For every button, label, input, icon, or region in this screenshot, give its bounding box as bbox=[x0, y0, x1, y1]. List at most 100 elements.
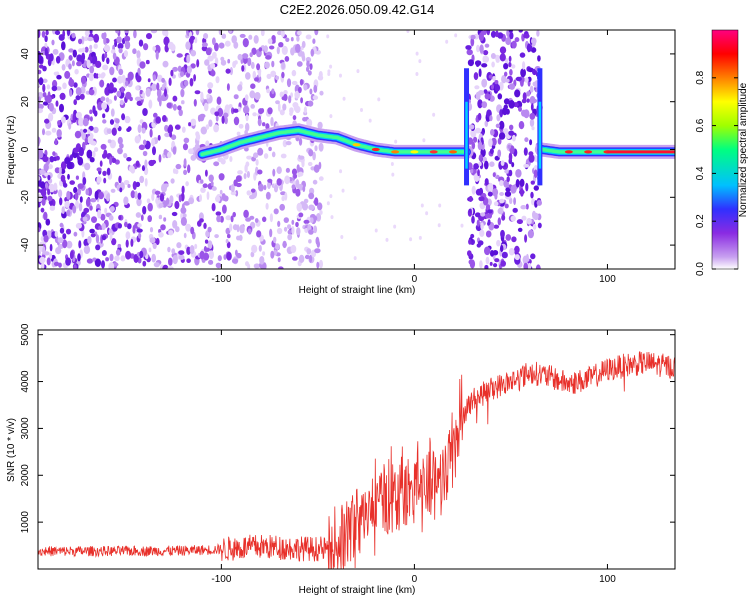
noise-blob bbox=[504, 191, 512, 197]
noise-blob bbox=[471, 215, 475, 224]
noise-blob bbox=[298, 86, 302, 94]
noise-blob bbox=[208, 259, 214, 265]
noise-blob bbox=[528, 154, 535, 163]
noise-blob bbox=[288, 95, 292, 104]
noise-blob bbox=[125, 231, 131, 240]
noise-blob bbox=[256, 230, 262, 238]
noise-blob bbox=[152, 146, 156, 156]
noise-blob bbox=[45, 30, 49, 36]
noise-blob bbox=[183, 201, 190, 206]
noise-blob bbox=[225, 227, 231, 235]
noise-blob bbox=[215, 262, 222, 269]
noise-blob bbox=[488, 211, 493, 219]
noise-blob bbox=[267, 38, 273, 45]
noise-blob bbox=[319, 90, 324, 96]
noise-blob bbox=[276, 178, 282, 186]
spectrogram-ylabel: Frequency (Hz) bbox=[6, 116, 17, 185]
noise-blob bbox=[296, 61, 303, 67]
noise-blob bbox=[150, 30, 158, 34]
noise-blob bbox=[526, 91, 531, 97]
noise-blob bbox=[252, 112, 257, 117]
noise-blob bbox=[69, 180, 75, 185]
noise-blob bbox=[468, 208, 472, 213]
noise-blob bbox=[127, 223, 132, 230]
noise-blob bbox=[485, 204, 491, 211]
noise-blob bbox=[177, 105, 182, 111]
noise-blob bbox=[208, 174, 214, 182]
noise-blob bbox=[314, 248, 321, 254]
noise-blob bbox=[298, 155, 305, 160]
noise-blob bbox=[75, 222, 82, 229]
noise-blob bbox=[271, 151, 276, 158]
noise-blob bbox=[229, 223, 233, 232]
noise-blob bbox=[494, 84, 501, 92]
noise-blob bbox=[101, 102, 107, 110]
noise-blob bbox=[200, 91, 204, 101]
noise-blob bbox=[530, 191, 534, 199]
noise-blob bbox=[180, 216, 187, 226]
noise-blob bbox=[245, 161, 250, 167]
noise-blob bbox=[139, 89, 143, 95]
noise-blob bbox=[174, 200, 180, 210]
noise-blob bbox=[273, 208, 279, 215]
noise-blob bbox=[40, 207, 45, 213]
noise-blob bbox=[89, 30, 93, 34]
noise-blob bbox=[60, 116, 66, 124]
noise-blob bbox=[95, 234, 100, 244]
noise-blob bbox=[118, 175, 122, 184]
noise-blob bbox=[71, 32, 76, 39]
noise-blob bbox=[41, 30, 46, 38]
noise-blob bbox=[158, 232, 164, 238]
noise-blob bbox=[109, 232, 113, 242]
noise-blob bbox=[194, 243, 198, 250]
noise-blob bbox=[41, 262, 45, 269]
noise-blob bbox=[106, 57, 110, 65]
noise-blob bbox=[495, 30, 499, 38]
snr-xtick-label: 100 bbox=[599, 574, 616, 585]
noise-blob bbox=[223, 254, 227, 260]
noise-blob bbox=[151, 83, 157, 91]
noise-blob bbox=[38, 176, 41, 181]
noise-blob bbox=[203, 33, 209, 40]
noise-blob bbox=[285, 37, 290, 42]
noise-blob bbox=[87, 135, 94, 144]
noise-blob bbox=[49, 205, 56, 211]
noise-blob bbox=[493, 224, 500, 229]
noise-blob bbox=[258, 69, 262, 78]
noise-blob bbox=[200, 179, 204, 184]
noise-blob bbox=[42, 83, 46, 93]
noise-blob bbox=[207, 226, 212, 233]
noise-blob bbox=[68, 63, 72, 70]
noise-blob bbox=[83, 207, 90, 213]
noise-blob bbox=[64, 200, 70, 208]
noise-blob bbox=[497, 207, 504, 215]
noise-blob bbox=[283, 217, 289, 224]
noise-blob bbox=[185, 223, 192, 232]
noise-blob bbox=[187, 164, 191, 174]
noise-blob bbox=[390, 161, 394, 166]
noise-blob bbox=[109, 82, 114, 91]
noise-blob bbox=[237, 53, 243, 61]
noise-blob bbox=[108, 228, 113, 235]
noise-blob bbox=[314, 145, 318, 152]
noise-blob bbox=[287, 229, 292, 235]
noise-blob bbox=[103, 177, 107, 184]
noise-blob bbox=[117, 43, 124, 50]
noise-blob bbox=[136, 50, 141, 59]
noise-blob bbox=[66, 240, 73, 249]
noise-blob bbox=[277, 220, 281, 227]
noise-blob bbox=[245, 114, 249, 122]
noise-blob bbox=[267, 178, 273, 183]
noise-blob bbox=[270, 250, 275, 259]
noise-blob bbox=[78, 117, 85, 127]
noise-blob bbox=[245, 72, 251, 80]
noise-blob bbox=[475, 91, 481, 101]
noise-blob bbox=[162, 264, 169, 269]
noise-blob bbox=[474, 60, 482, 66]
figure-title: C2E2.2026.050.09.42.G14 bbox=[280, 2, 435, 17]
noise-blob bbox=[94, 147, 99, 152]
noise-blob bbox=[505, 37, 512, 46]
noise-blob bbox=[309, 63, 313, 70]
noise-blob bbox=[535, 264, 541, 269]
noise-blob bbox=[210, 107, 216, 115]
